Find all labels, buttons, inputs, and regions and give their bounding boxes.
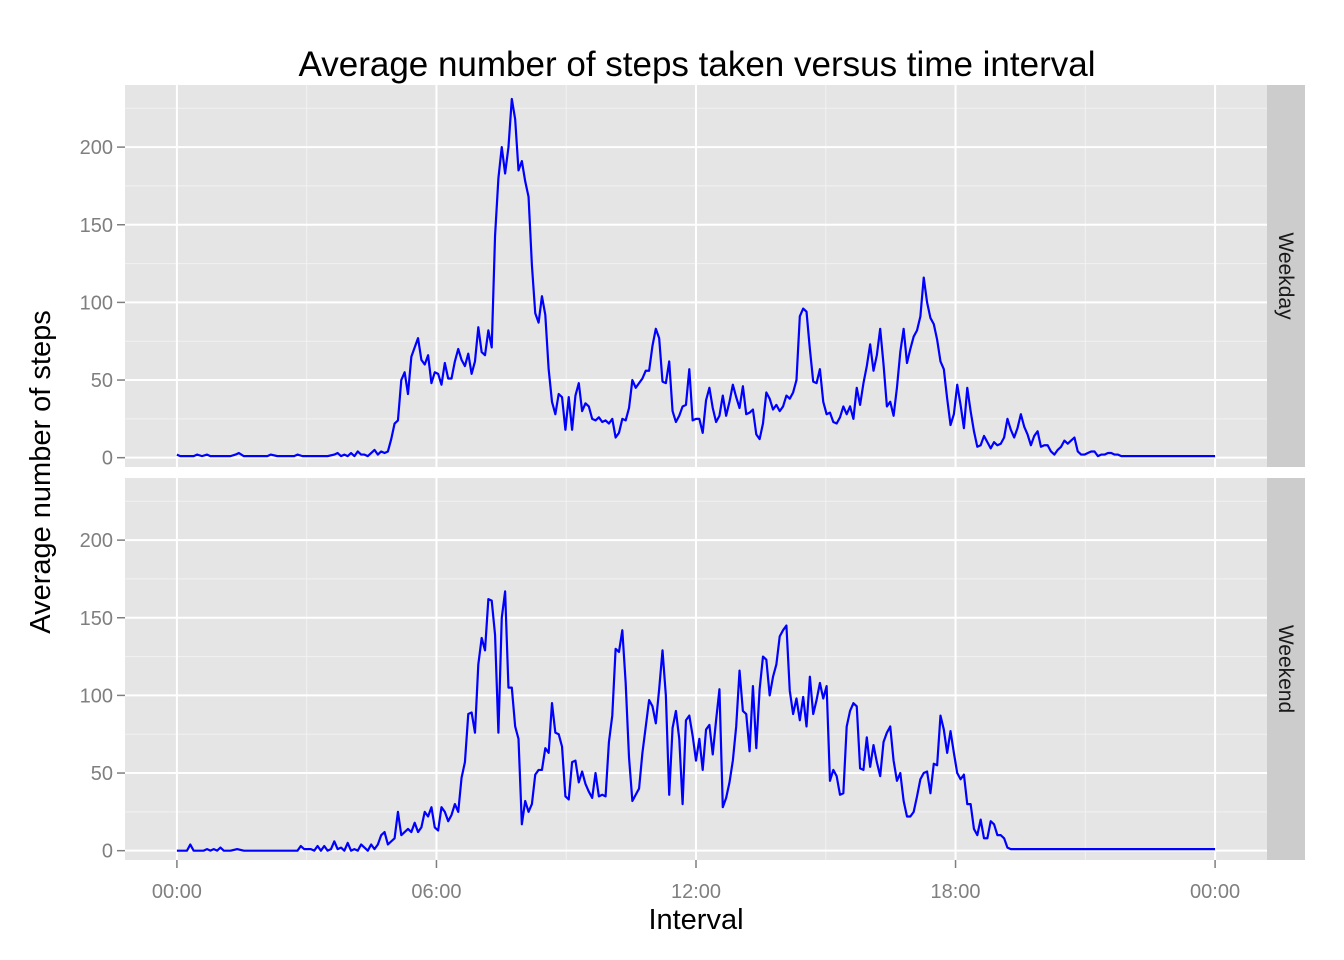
- y-tick-label: 200: [80, 530, 113, 552]
- y-tick-label: 150: [80, 608, 113, 630]
- x-tick-label: 18:00: [931, 881, 981, 903]
- y-tick-label: 100: [80, 292, 113, 314]
- x-tick-label: 00:00: [152, 881, 202, 903]
- y-tick-label: 100: [80, 685, 113, 707]
- panels: 0 50 100 150 200 Weekday 0 50 100 150 200 Weekend: [80, 85, 1305, 863]
- x-axis: 00:00 06:00 12:00 18:00 00:00: [152, 860, 1240, 903]
- facet-label-weekday: Weekday: [1274, 232, 1297, 320]
- y-tick-label: 0: [102, 448, 113, 470]
- facet-strip-weekend: [1267, 478, 1305, 860]
- panel-weekend: 0 50 100 150 200 Weekend: [80, 478, 1305, 863]
- y-tick-label: 50: [91, 370, 113, 392]
- y-tick-label: 50: [91, 763, 113, 785]
- series-line-weekend: [176, 590, 1216, 852]
- x-tick-label: 06:00: [411, 881, 461, 903]
- series-line-weekday: [176, 97, 1216, 458]
- x-axis-title: Interval: [648, 904, 743, 936]
- chart-title: Average number of steps taken versus tim…: [299, 45, 1096, 84]
- facet-strip-weekday: [1267, 85, 1305, 467]
- y-tick-label: 200: [80, 137, 113, 159]
- y-tick-label: 150: [80, 215, 113, 237]
- x-tick-label: 12:00: [671, 881, 721, 903]
- facet-label-weekend: Weekend: [1274, 625, 1297, 713]
- panel-weekday: 0 50 100 150 200 Weekday: [80, 85, 1305, 470]
- y-tick-label: 0: [102, 841, 113, 863]
- y-axis-title: Average number of steps: [25, 310, 57, 634]
- x-tick-label: 00:00: [1190, 881, 1240, 903]
